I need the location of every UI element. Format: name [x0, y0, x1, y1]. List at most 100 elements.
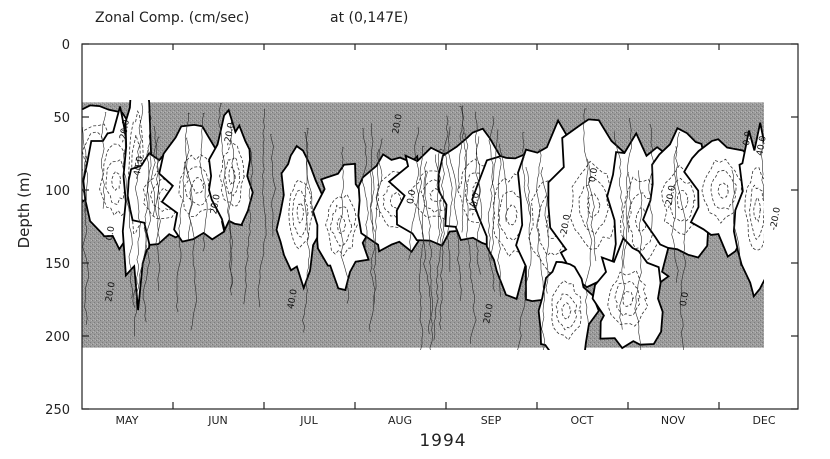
negative-contour	[701, 158, 744, 224]
positive-contour	[540, 167, 549, 294]
positive-contour	[487, 129, 499, 292]
negative-region	[591, 236, 664, 350]
positive-contour	[648, 124, 654, 233]
x-tick-label: AUG	[388, 414, 412, 427]
positive-contour	[447, 126, 462, 302]
positive-contour	[155, 158, 161, 291]
positive-contour	[488, 116, 495, 261]
y-tick-label: 100	[45, 184, 70, 199]
positive-contour	[155, 136, 161, 246]
positive-contour	[373, 149, 380, 306]
positive-contour	[675, 146, 686, 350]
positive-contour	[522, 132, 531, 217]
negative-contour	[82, 131, 109, 170]
y-tick-label: 50	[53, 111, 70, 126]
contour-label: 20.0	[482, 303, 495, 325]
positive-contour	[121, 130, 134, 299]
positive-contour	[587, 158, 597, 262]
y-tick-label: 150	[45, 257, 70, 272]
contour-label: -20.0	[664, 184, 678, 209]
positive-contour	[217, 103, 233, 296]
x-tick-label: OCT	[570, 414, 593, 427]
negative-contour	[578, 175, 611, 235]
contour-label: 20.0	[104, 281, 117, 303]
x-tick-label: JUN	[207, 414, 228, 427]
negative-contour	[627, 192, 656, 252]
positive-contour	[362, 128, 369, 249]
positive-contour	[132, 103, 144, 308]
negative-contour	[99, 143, 133, 217]
contour-label: 0.0	[588, 167, 600, 183]
positive-contour	[369, 169, 376, 333]
negative-contour	[669, 177, 696, 223]
negative-region	[312, 162, 375, 292]
negative-contour	[561, 302, 572, 320]
negative-contour	[749, 184, 764, 241]
negative-contour	[555, 293, 577, 331]
positive-contour	[634, 170, 643, 350]
contour-labels: 0.0 -20.0 -40.0 20.0 20.0 -20.0 40.0 20.0 0.0 -10…	[104, 113, 783, 325]
positive-contour	[457, 105, 464, 191]
positive-contour	[623, 172, 629, 269]
positive-contour	[302, 128, 311, 333]
positive-contour	[370, 123, 375, 232]
negative-contour	[744, 167, 764, 251]
contour-label: 20.0	[391, 113, 404, 135]
negative-contour	[288, 179, 314, 250]
x-axis-label: 1994	[419, 431, 466, 451]
positive-contour	[199, 113, 208, 252]
contour-label: 20.0	[209, 193, 222, 215]
negative-contour	[614, 280, 642, 317]
negative-contour	[219, 142, 245, 207]
contour-label: 0.0	[105, 225, 117, 241]
positive-contour	[270, 134, 276, 237]
positive-contour	[436, 149, 443, 246]
contour-label: -10.0	[468, 192, 482, 217]
contour-label: 40.0	[286, 288, 299, 310]
negative-contour	[753, 197, 762, 223]
positive-contour	[408, 127, 420, 260]
positive-contour	[517, 167, 532, 350]
negative-contour	[228, 166, 236, 186]
x-tick-label: DEC	[752, 414, 775, 427]
positive-contour	[82, 127, 87, 212]
positive-contour	[463, 133, 477, 344]
contour-label: -20.0	[559, 214, 573, 239]
negative-contour	[586, 192, 601, 218]
negative-region	[732, 122, 764, 299]
positive-contour	[475, 136, 483, 275]
positive-contour	[760, 137, 764, 241]
contour-label: 0.0	[742, 130, 754, 146]
negative-region	[275, 144, 324, 291]
positive-contour	[417, 146, 425, 350]
plot-frame	[81, 43, 799, 410]
x-tick-label: NOV	[661, 414, 686, 427]
y-tick-label: 250	[45, 403, 70, 418]
positive-contour	[671, 132, 681, 283]
positive-contour	[499, 143, 508, 223]
positive-contour	[338, 147, 350, 304]
positive-contour	[439, 149, 446, 330]
positive-contour	[475, 111, 481, 208]
positive-contour	[444, 115, 453, 273]
x-tick-label: MAY	[116, 414, 139, 427]
positive-contour	[433, 154, 443, 341]
positive-contour	[376, 138, 384, 218]
negative-contour	[325, 193, 358, 257]
positive-contour	[536, 148, 546, 350]
positive-contour	[303, 132, 314, 217]
positive-contour	[731, 169, 741, 267]
negative-contour	[635, 207, 648, 232]
positive-contour	[421, 161, 433, 350]
positive-contour	[613, 131, 626, 330]
positive-contour	[583, 108, 593, 325]
y-tick-label: 0	[62, 38, 70, 53]
positive-contour	[142, 111, 152, 323]
positive-contour	[176, 137, 190, 313]
positive-contour	[228, 120, 235, 290]
positive-contour	[150, 126, 157, 217]
contour-label: -40.0	[132, 155, 146, 180]
contour-label: 40.0	[755, 135, 768, 157]
negative-contour	[336, 215, 346, 235]
